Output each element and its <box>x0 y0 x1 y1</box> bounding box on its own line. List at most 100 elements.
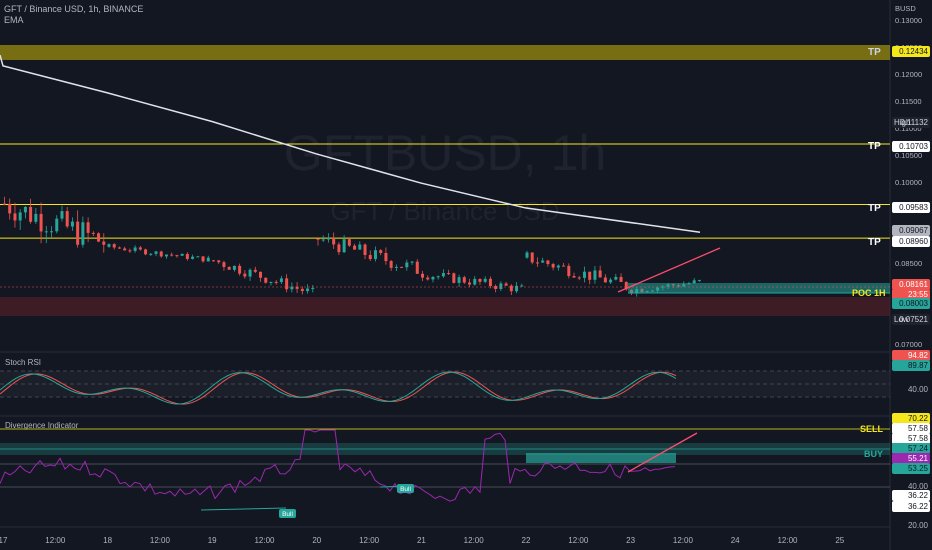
candle-body <box>410 261 414 263</box>
symbol-title[interactable]: GFT / Binance USD, 1h, BINANCE <box>4 4 144 14</box>
candle-body <box>436 276 440 278</box>
bull-badge-2-text: Bull <box>400 486 411 493</box>
time-tick: 25 <box>835 536 844 545</box>
candle-body <box>217 260 221 263</box>
div-tag-buy-2: 53.25 <box>892 463 930 474</box>
div-tag-sell-2: 57.58 <box>892 433 930 444</box>
candle-body <box>60 211 64 219</box>
candle-body <box>457 277 461 283</box>
high-label: High <box>894 118 911 127</box>
tp-lines <box>0 143 890 239</box>
poc-label: POC 1H <box>852 288 886 298</box>
candle-body <box>405 262 409 268</box>
div-tag-70: 70.22 <box>892 413 930 424</box>
price-tick: 0.08500 <box>895 259 922 268</box>
time-tick: 12:00 <box>777 536 798 545</box>
tp-label-1: TP <box>868 47 881 58</box>
price-tick: 0.11500 <box>895 97 922 106</box>
candle-body <box>562 265 566 267</box>
candle-body <box>248 269 252 277</box>
candle-body <box>373 250 377 260</box>
ema-price-tag: 0.09067 <box>892 225 930 236</box>
candle-body <box>535 262 539 264</box>
candle-body <box>515 285 519 292</box>
candle-body <box>164 254 168 257</box>
div-tag-buy-1: 57.24 <box>892 443 930 454</box>
candle-body <box>86 222 90 233</box>
stoch-title[interactable]: Stoch RSI <box>5 358 41 367</box>
low-label-tag: Low <box>892 314 930 325</box>
tp-zone-top <box>0 45 890 60</box>
candle-body <box>112 244 116 248</box>
candle-body <box>379 250 383 254</box>
candle-body <box>483 278 487 282</box>
candle-body <box>572 276 576 278</box>
candle-body <box>462 277 466 283</box>
candle-body <box>243 273 247 277</box>
candle-body <box>332 238 336 245</box>
time-tick: 18 <box>103 536 112 545</box>
candle-body <box>50 231 54 233</box>
price-tick: 0.10000 <box>895 178 922 187</box>
price-tick: 0.13000 <box>895 16 922 25</box>
candle-body <box>697 280 701 282</box>
candle-body <box>212 260 215 262</box>
buy-label: BUY <box>864 449 883 459</box>
candle-body <box>384 253 388 262</box>
bull-badge-1 <box>279 509 296 518</box>
candle-body <box>76 221 80 245</box>
div-tag-36-2: 36.22 <box>892 501 930 512</box>
ema-indicator-label[interactable]: EMA <box>4 15 24 25</box>
divergence-title[interactable]: Divergence Indicator <box>5 421 79 430</box>
stoch-d-line <box>0 371 677 405</box>
trend-line-price[interactable] <box>617 247 721 293</box>
price-tick: 0.12000 <box>895 70 922 79</box>
time-tick: 12:00 <box>464 536 485 545</box>
time-tick: 21 <box>417 536 426 545</box>
candle-body <box>588 271 592 280</box>
time-tick: 22 <box>522 536 531 545</box>
candle-body <box>400 266 404 268</box>
candle-body <box>154 251 158 254</box>
sell-label: SELL <box>860 424 884 434</box>
time-axis[interactable]: 17 12:00 18 12:00 19 12:00 20 12:00 21 12:00 22 12:… <box>0 536 845 545</box>
candle-body <box>196 256 200 258</box>
candle-body <box>201 256 205 262</box>
candle-body <box>306 288 310 292</box>
candle-body <box>144 249 148 255</box>
candle-body <box>441 273 445 277</box>
candle-body <box>431 277 435 280</box>
candle-body <box>692 280 696 284</box>
candle-body <box>316 238 320 240</box>
candle-body <box>55 218 59 232</box>
candle-body <box>624 281 628 290</box>
candle-body <box>3 203 6 205</box>
candle-body <box>39 213 43 232</box>
candle-body <box>567 265 571 277</box>
candle-body <box>102 241 106 245</box>
candle-body <box>394 266 398 268</box>
candle-body <box>232 265 236 270</box>
candle-body <box>415 261 419 274</box>
candle-body <box>504 283 508 286</box>
stoch-k-line <box>0 371 677 405</box>
price-tick: 0.10500 <box>895 151 922 160</box>
candle-body <box>342 239 346 253</box>
div-green-box <box>526 453 676 463</box>
time-tick: 12:00 <box>359 536 380 545</box>
candle-body <box>593 270 597 280</box>
candle-body <box>70 221 74 227</box>
tp-price-tag-3: 0.09583 <box>892 202 930 213</box>
candle-body <box>279 278 283 283</box>
watermark-name: GFT / Binance USD <box>330 196 559 226</box>
candle-body <box>138 247 142 250</box>
candle-body <box>337 244 341 253</box>
trend-line-divergence[interactable] <box>627 432 698 473</box>
time-tick: 12:00 <box>254 536 275 545</box>
candle-body <box>13 213 17 221</box>
time-tick: 19 <box>208 536 217 545</box>
candle-body <box>81 222 85 245</box>
candle-body <box>285 278 289 290</box>
